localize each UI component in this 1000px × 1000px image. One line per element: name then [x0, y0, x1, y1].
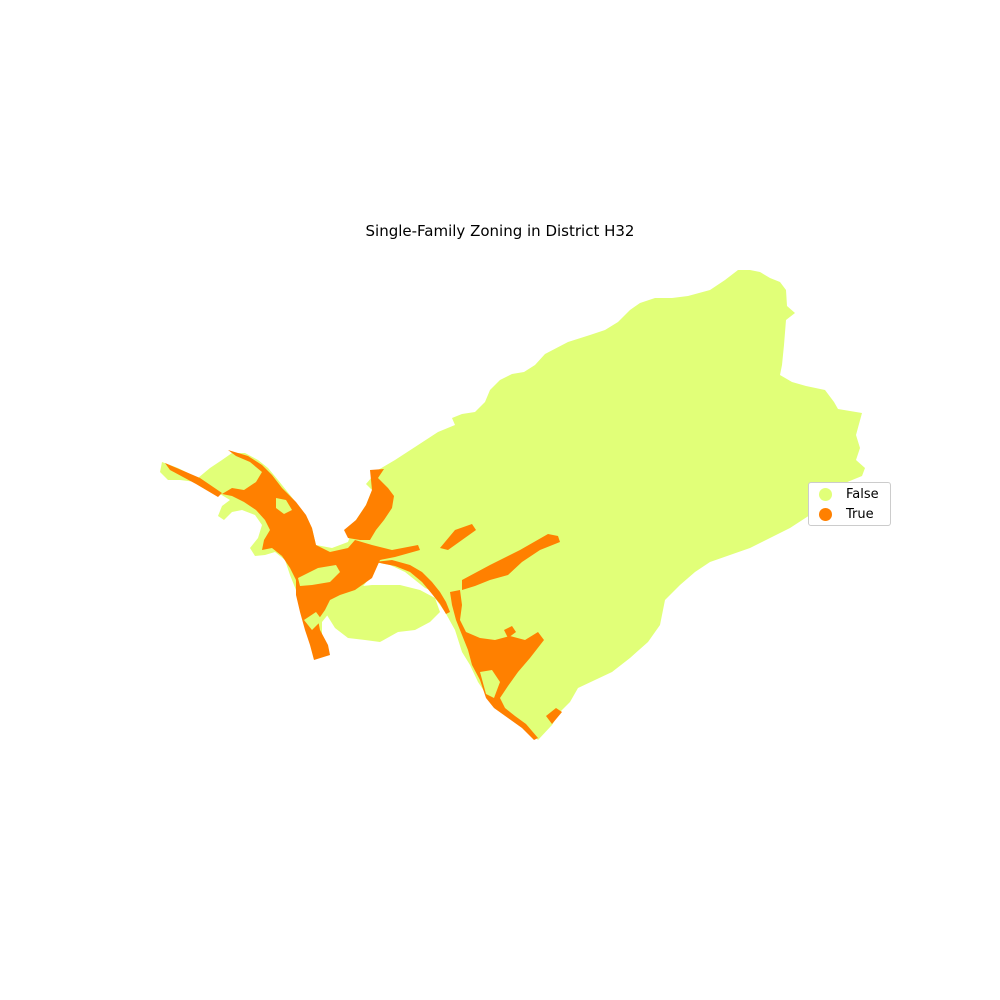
- zone-true-small-east: [504, 626, 516, 638]
- map-title: Single-Family Zoning in District H32: [365, 222, 635, 240]
- legend-item-false: False: [819, 485, 879, 503]
- zone-false-pocket-b: [276, 498, 292, 514]
- zone-true-east-band: [462, 534, 560, 590]
- legend-swatch-false: [819, 487, 832, 501]
- zone-false-pocket-c: [304, 612, 322, 630]
- map-legend: False True: [808, 482, 891, 526]
- legend-label-true: True: [846, 506, 874, 522]
- legend-label-false: False: [846, 486, 879, 502]
- zone-true-west-cluster: [222, 450, 420, 660]
- zone-false-pocket-d: [480, 670, 500, 698]
- zone-true-north-finger: [344, 469, 394, 540]
- zone-true-south-tip: [546, 708, 562, 724]
- zone-false-south-lobe: [324, 585, 440, 642]
- zone-false-main: [160, 270, 865, 740]
- zone-false-layer: [160, 270, 865, 740]
- legend-swatch-true: [819, 507, 832, 521]
- zone-true-river: [375, 560, 450, 614]
- zone-true-layer: [165, 450, 562, 740]
- zone-true-block-north: [440, 524, 476, 550]
- zone-true-west-strip: [165, 463, 222, 497]
- zone-true-southeast-cluster: [450, 590, 544, 740]
- legend-item-true: True: [819, 505, 874, 523]
- zone-false-pocket-a: [298, 565, 340, 586]
